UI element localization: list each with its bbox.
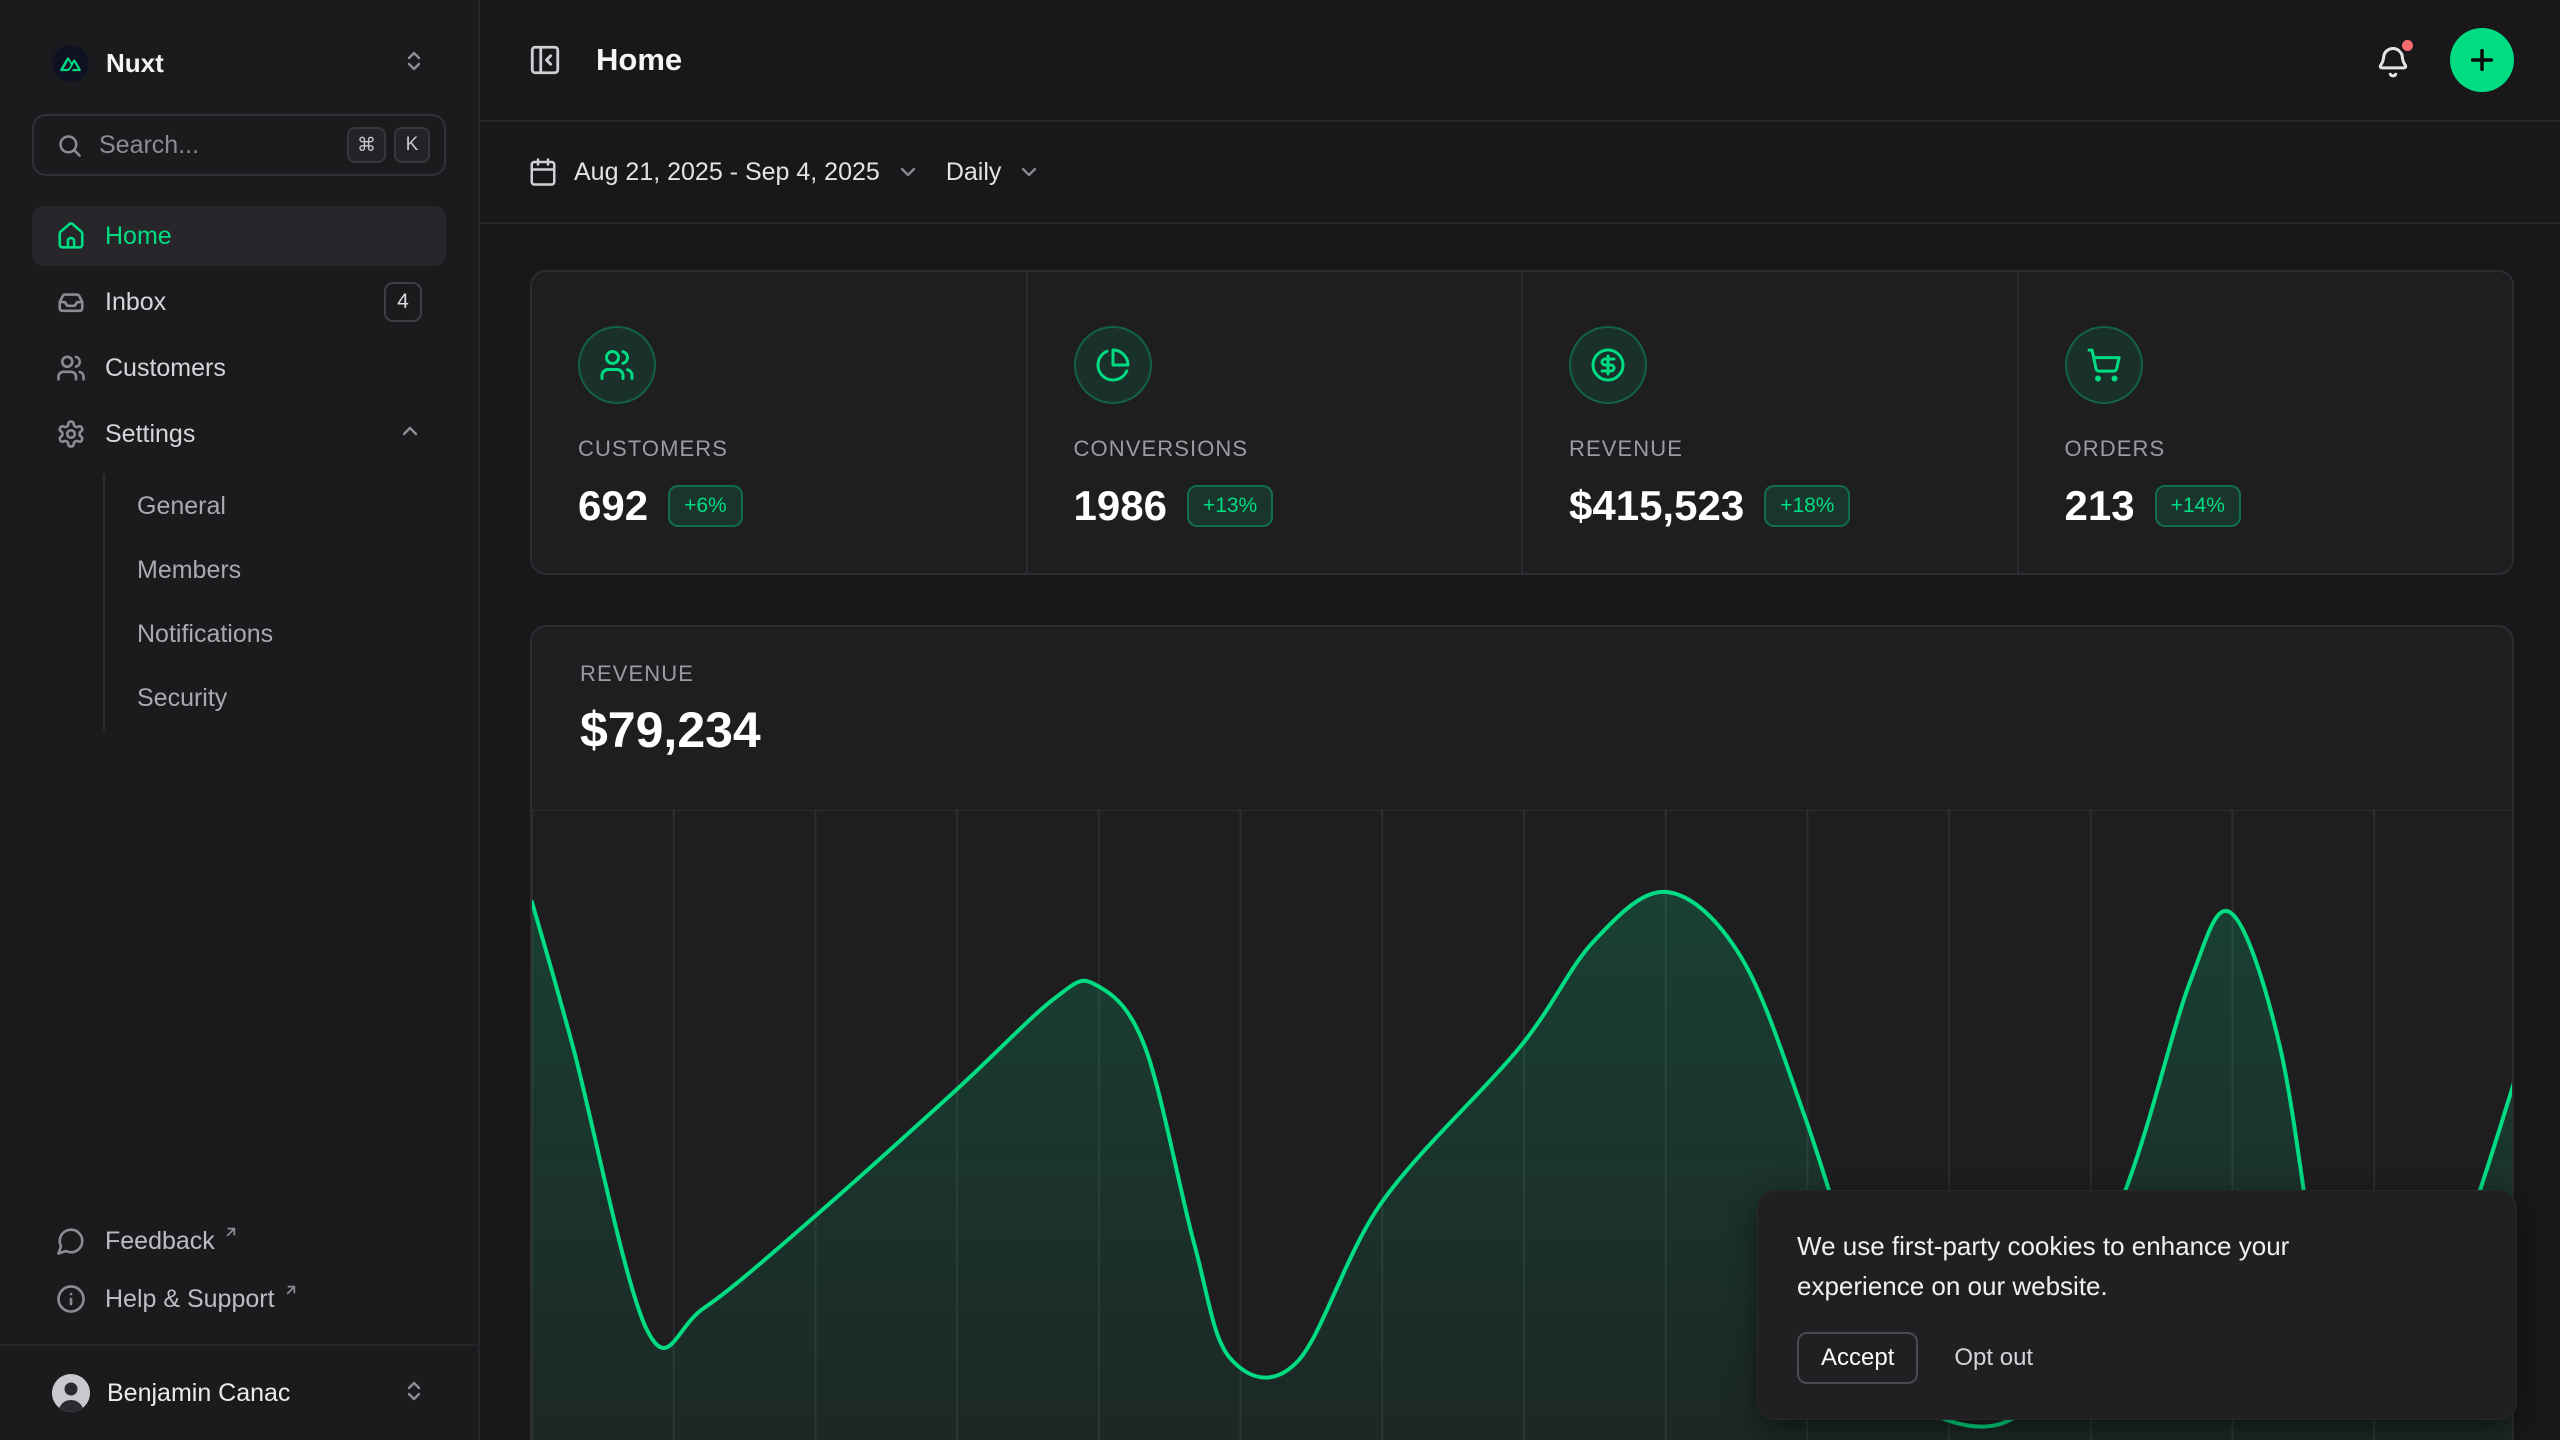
sidebar-item-notifications[interactable]: Notifications <box>137 602 446 666</box>
add-button[interactable] <box>2450 28 2514 92</box>
subnav-label: Members <box>137 555 242 584</box>
team-name: Nuxt <box>106 47 164 78</box>
external-link-icon <box>223 1218 239 1247</box>
feedback-link[interactable]: Feedback <box>32 1212 446 1270</box>
nuxt-logo-icon <box>52 44 89 82</box>
toolbar: Aug 21, 2025 - Sep 4, 2025 Daily <box>480 122 2560 224</box>
stat-delta-badge: +6% <box>668 485 743 527</box>
sidebar-item-general[interactable]: General <box>137 474 446 538</box>
chart-area-fill <box>532 891 2512 1440</box>
cookie-message: We use first-party cookies to enhance yo… <box>1797 1231 2290 1301</box>
period-select[interactable]: Daily <box>946 158 1042 187</box>
plus-icon <box>2470 48 2494 72</box>
users-icon <box>56 353 86 383</box>
sidebar-item-label: Settings <box>105 419 196 448</box>
page-title: Home <box>596 42 683 77</box>
dollar-circle-icon <box>1569 326 1647 404</box>
stat-label: CONVERSIONS <box>1073 436 1249 461</box>
dashboard-content: CUSTOMERS 692 +6% CONVERSIONS 1986 +13% <box>480 224 2560 1440</box>
message-circle-icon <box>56 1226 86 1256</box>
subnav-label: General <box>137 491 226 520</box>
sidebar-item-members[interactable]: Members <box>137 538 446 602</box>
settings-subnav: General Members Notifications Security <box>103 474 446 730</box>
chevron-down-icon <box>1017 160 1041 184</box>
date-range-label: Aug 21, 2025 - Sep 4, 2025 <box>574 157 880 186</box>
bell-icon <box>2378 47 2408 78</box>
calendar-icon <box>528 157 558 187</box>
search-input[interactable] <box>99 130 339 160</box>
stats-grid: CUSTOMERS 692 +6% CONVERSIONS 1986 +13% <box>530 270 2514 575</box>
sidebar-divider <box>0 1344 478 1346</box>
revenue-chart <box>532 810 2512 1440</box>
search-icon <box>56 132 83 159</box>
sidebar: Nuxt ⌘ K Home Inbo <box>0 0 480 1440</box>
side-link-label: Feedback <box>105 1226 215 1255</box>
chevrons-up-down-icon <box>402 1379 426 1408</box>
notification-dot <box>2399 37 2416 54</box>
sidebar-item-inbox[interactable]: Inbox 4 <box>32 272 446 332</box>
sidebar-item-label: Inbox <box>105 287 167 316</box>
info-circle-icon <box>56 1284 86 1314</box>
stat-value: 1986 <box>1073 482 1167 529</box>
chevron-up-icon <box>398 419 422 450</box>
stat-card-orders: ORDERS 213 +14% <box>2018 272 2512 573</box>
inbox-count-badge: 4 <box>384 282 422 322</box>
shopping-cart-icon <box>2064 326 2143 404</box>
external-link-icon <box>283 1276 299 1305</box>
stat-card-customers: CUSTOMERS 692 +6% <box>532 272 1026 573</box>
sidebar-item-customers[interactable]: Customers <box>32 338 446 398</box>
accept-button[interactable]: Accept <box>1797 1332 1919 1384</box>
stat-delta-badge: +18% <box>1764 485 1851 527</box>
kbd-command: ⌘ <box>347 127 386 163</box>
inbox-icon <box>56 287 86 317</box>
sidebar-item-label: Customers <box>105 353 226 382</box>
stat-value: $415,523 <box>1569 482 1745 529</box>
sidebar-footer: Feedback Help & Support <box>32 1212 446 1344</box>
kbd-k: K <box>394 127 430 163</box>
cookie-banner: We use first-party cookies to enhance yo… <box>1757 1190 2517 1420</box>
opt-out-button[interactable]: Opt out <box>1954 1344 2034 1371</box>
users-round-icon <box>578 326 656 404</box>
chart-line <box>532 889 2512 1429</box>
revenue-chart-label: REVENUE <box>580 661 695 686</box>
subnav-label: Security <box>137 683 228 712</box>
avatar <box>52 1374 90 1412</box>
stat-label: ORDERS <box>2064 436 2166 461</box>
main-header: Home <box>480 0 2560 122</box>
panel-left-close-icon[interactable] <box>528 43 562 77</box>
subnav-label: Notifications <box>137 619 274 648</box>
search-bar: ⌘ K <box>32 114 446 176</box>
house-icon <box>56 221 86 251</box>
chevrons-up-down-icon <box>402 49 426 78</box>
stat-value: 213 <box>2064 482 2135 529</box>
main-area: Home Aug 21, 2025 - Sep 4, 2025 <box>480 0 2560 1440</box>
revenue-chart-svg <box>532 810 2512 1440</box>
stat-card-revenue: REVENUE $415,523 +18% <box>1523 272 2017 573</box>
revenue-chart-value: $79,234 <box>580 702 761 758</box>
side-link-label: Help & Support <box>105 1284 275 1313</box>
sidebar-item-settings[interactable]: Settings <box>32 404 446 464</box>
chevron-down-icon <box>896 160 920 184</box>
sidebar-item-home[interactable]: Home <box>32 206 446 266</box>
stat-delta-badge: +13% <box>1186 485 1274 527</box>
gear-icon <box>56 419 86 449</box>
help-support-link[interactable]: Help & Support <box>32 1270 446 1328</box>
date-range-picker[interactable]: Aug 21, 2025 - Sep 4, 2025 <box>528 157 920 187</box>
sidebar-nav: Home Inbox 4 Customers Setting <box>32 206 446 734</box>
team-selector[interactable]: Nuxt <box>32 22 446 104</box>
sidebar-item-label: Home <box>105 221 172 250</box>
pie-chart-icon <box>1073 326 1152 404</box>
user-name: Benjamin Canac <box>107 1378 291 1407</box>
stat-card-conversions: CONVERSIONS 1986 +13% <box>1027 272 1521 573</box>
stat-label: REVENUE <box>1569 436 1684 461</box>
user-menu[interactable]: Benjamin Canac <box>32 1346 446 1440</box>
notifications-button[interactable] <box>2374 37 2416 79</box>
stat-value: 692 <box>578 482 649 529</box>
stat-delta-badge: +14% <box>2154 485 2241 527</box>
period-label: Daily <box>945 157 1002 186</box>
sidebar-item-security[interactable]: Security <box>137 666 446 730</box>
stat-label: CUSTOMERS <box>578 436 729 461</box>
